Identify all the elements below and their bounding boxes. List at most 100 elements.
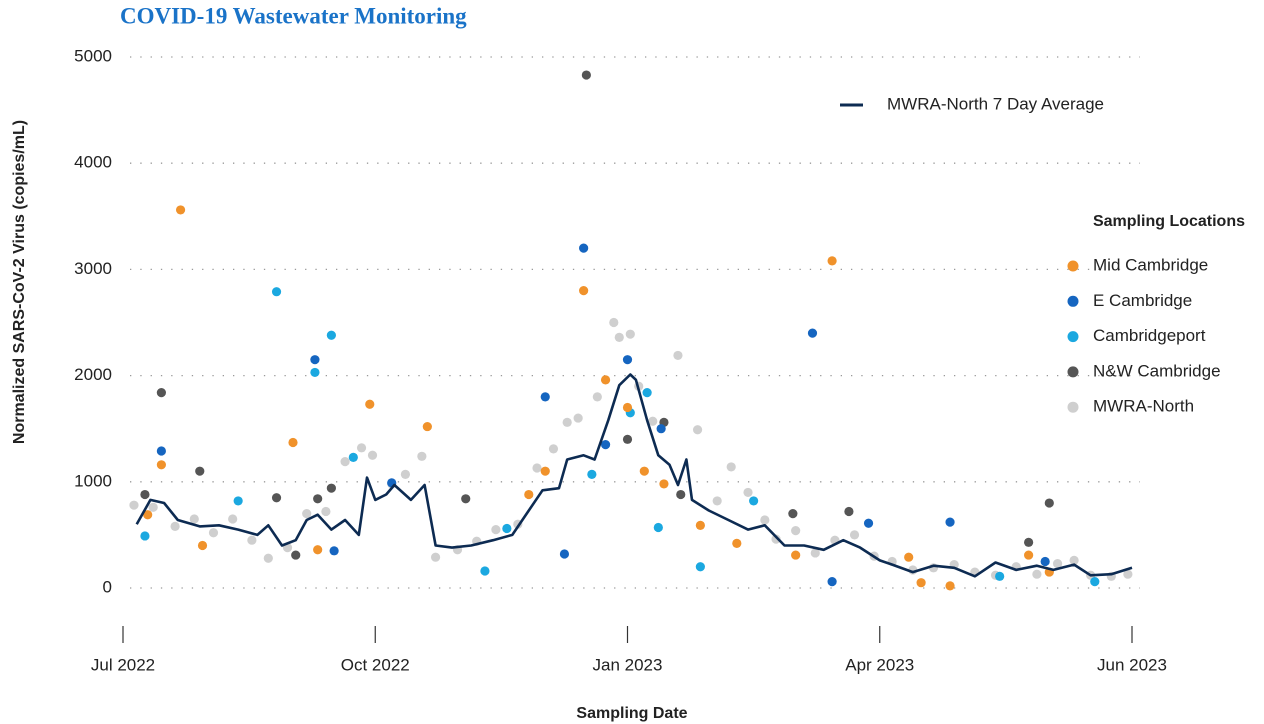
data-point — [417, 451, 427, 461]
data-point — [540, 466, 550, 476]
data-point — [288, 437, 298, 448]
x-tick-label: Jun 2023 — [1097, 655, 1167, 674]
legend-marker — [1067, 401, 1079, 413]
data-point — [592, 392, 602, 402]
data-point — [622, 402, 633, 413]
data-point — [1090, 577, 1100, 587]
data-point — [356, 443, 367, 453]
x-tick-label: Jul 2022 — [91, 655, 155, 674]
data-point — [524, 489, 534, 500]
data-point — [400, 469, 411, 479]
data-point — [170, 521, 180, 532]
x-tick-label: Apr 2023 — [845, 655, 914, 674]
data-point — [625, 329, 635, 339]
y-tick-label: 4000 — [74, 153, 112, 172]
data-point — [609, 317, 619, 328]
data-point — [1069, 555, 1079, 565]
data-point — [676, 489, 686, 500]
data-point — [540, 392, 550, 402]
data-point — [810, 548, 820, 558]
data-point — [1032, 569, 1042, 579]
data-point — [904, 552, 914, 562]
legend-label: E Cambridge — [1093, 291, 1192, 310]
legend-marker — [1067, 260, 1079, 272]
data-point — [365, 399, 375, 409]
data-point — [189, 514, 199, 524]
data-point — [321, 506, 331, 517]
data-point — [156, 446, 166, 456]
data-point — [945, 517, 955, 527]
data-point — [581, 70, 591, 80]
data-point — [771, 534, 781, 544]
data-point — [422, 421, 432, 432]
y-tick-label: 3000 — [74, 259, 112, 278]
y-axis-label: Normalized SARS-CoV-2 Virus (copies/mL) — [11, 120, 28, 444]
data-point — [600, 440, 611, 450]
data-point — [791, 550, 801, 560]
data-point — [692, 425, 703, 435]
data-point — [1024, 537, 1034, 547]
data-point — [695, 520, 705, 530]
data-point — [310, 367, 320, 378]
data-point — [348, 452, 358, 462]
data-point — [642, 387, 652, 398]
data-point — [559, 549, 570, 559]
data-point — [430, 552, 441, 562]
legend-label: Cambridgeport — [1093, 326, 1206, 345]
chart-title: COVID-19 Wastewater Monitoring — [120, 3, 467, 28]
data-point — [579, 243, 589, 253]
data-point — [291, 550, 301, 560]
data-point — [340, 457, 350, 467]
data-point — [156, 387, 166, 398]
data-point — [659, 479, 669, 489]
data-point — [491, 524, 501, 535]
data-point — [622, 355, 633, 365]
data-point — [844, 506, 854, 517]
x-axis-label: Sampling Date — [576, 705, 687, 722]
data-point — [639, 466, 649, 476]
data-point — [760, 515, 770, 525]
data-point — [562, 417, 572, 427]
data-point — [788, 509, 798, 519]
data-point — [313, 494, 323, 504]
data-point — [743, 487, 753, 498]
data-point — [140, 531, 150, 541]
data-point — [673, 350, 683, 361]
data-point — [175, 205, 186, 215]
legend-marker — [1067, 366, 1079, 378]
data-point — [263, 553, 273, 563]
data-point — [849, 530, 860, 540]
data-point — [1052, 558, 1063, 569]
data-point — [367, 450, 378, 460]
data-point — [548, 444, 559, 454]
legend-label: MWRA-North 7 Day Average — [887, 94, 1104, 113]
data-point — [995, 571, 1005, 581]
data-point — [587, 469, 597, 479]
legend-title: Sampling Locations — [1093, 213, 1245, 230]
data-point — [749, 496, 759, 506]
data-point — [208, 528, 219, 538]
legend-marker — [1067, 331, 1079, 343]
data-point — [480, 566, 490, 576]
data-point — [233, 496, 243, 506]
average-line — [135, 373, 1133, 578]
data-point — [532, 463, 542, 473]
data-point — [156, 460, 166, 470]
data-point — [827, 256, 837, 266]
data-point — [648, 416, 658, 426]
data-point — [807, 328, 818, 338]
data-point — [732, 538, 742, 548]
data-point — [1024, 550, 1034, 560]
y-tick-label: 1000 — [74, 471, 112, 490]
data-point — [502, 523, 512, 534]
data-point — [195, 466, 205, 476]
data-point — [600, 375, 611, 385]
data-point — [656, 424, 666, 434]
data-point — [726, 462, 736, 472]
data-point — [863, 518, 874, 528]
data-point — [791, 526, 801, 536]
data-point — [326, 483, 336, 493]
data-point — [579, 286, 589, 296]
data-point — [329, 546, 339, 556]
data-point — [228, 514, 238, 524]
